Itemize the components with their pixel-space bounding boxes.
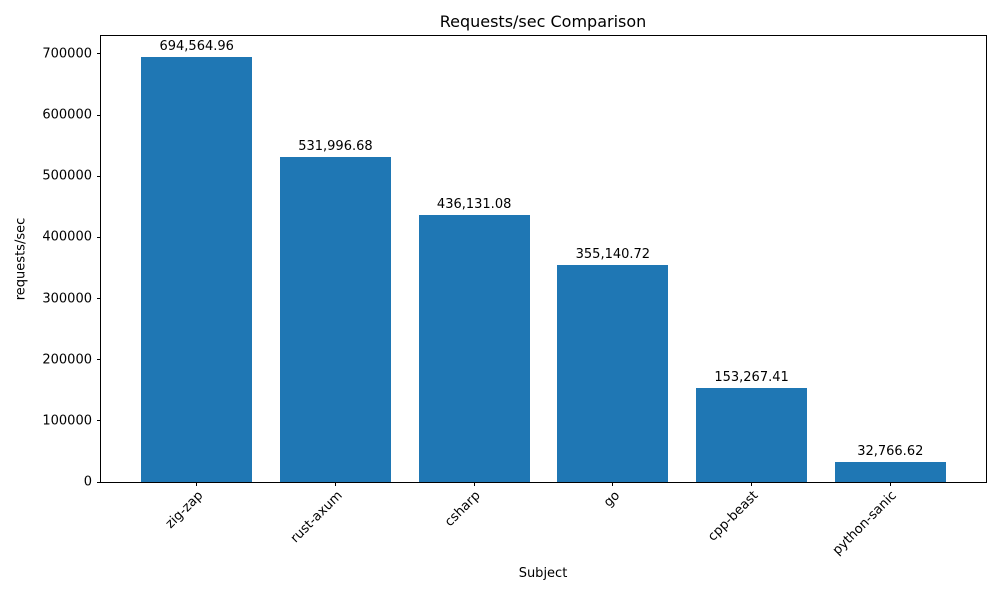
x-tick-mark (473, 482, 475, 486)
bar (279, 156, 391, 482)
y-tick-label: 500000 (42, 168, 92, 184)
y-tick-mark (97, 420, 101, 422)
x-tick-mark (196, 482, 198, 486)
bar (557, 264, 669, 482)
y-tick-label: 300000 (42, 291, 92, 307)
x-tick-label: cpp-beast (705, 488, 762, 545)
x-tick-label: csharp (442, 488, 485, 530)
y-tick-mark (97, 298, 101, 300)
y-tick-label: 100000 (42, 413, 92, 429)
y-tick-label: 700000 (42, 46, 92, 62)
y-tick-mark (97, 114, 101, 116)
y-tick-label: 0 (83, 474, 92, 490)
x-tick-label: zig-zap (163, 488, 207, 532)
chart-title: Requests/sec Comparison (439, 12, 647, 31)
bar-value-label: 153,267.41 (714, 370, 789, 386)
x-tick-label: python-sanic (830, 488, 901, 559)
y-tick-mark (97, 481, 101, 483)
x-tick-mark (612, 482, 614, 486)
x-tick-mark (889, 482, 891, 486)
y-tick-label: 200000 (42, 352, 92, 368)
x-tick-label: rust-axum (287, 488, 346, 547)
bar-value-label: 694,564.96 (159, 39, 234, 55)
y-tick-label: 600000 (42, 107, 92, 123)
bar-value-label: 436,131.08 (436, 197, 512, 213)
x-tick-mark (334, 482, 336, 486)
y-tick-mark (97, 236, 101, 238)
bar (834, 461, 946, 482)
bar-value-label: 355,140.72 (575, 246, 651, 262)
x-axis-label: Subject (518, 566, 568, 581)
bar (418, 215, 530, 482)
y-tick-mark (97, 53, 101, 55)
bar-value-label: 531,996.68 (298, 138, 373, 154)
y-axis-label: requests/sec (13, 217, 29, 301)
bar (696, 388, 808, 482)
y-tick-label: 400000 (42, 229, 92, 245)
x-tick-label: go (600, 488, 623, 511)
bar-value-label: 32,766.62 (857, 443, 924, 459)
y-tick-mark (97, 175, 101, 177)
x-tick-mark (751, 482, 753, 486)
bar (141, 57, 253, 482)
y-tick-mark (97, 359, 101, 361)
plot-area: 0 100000 200000 300000 400000 500000 600000 700… (42, 35, 987, 558)
